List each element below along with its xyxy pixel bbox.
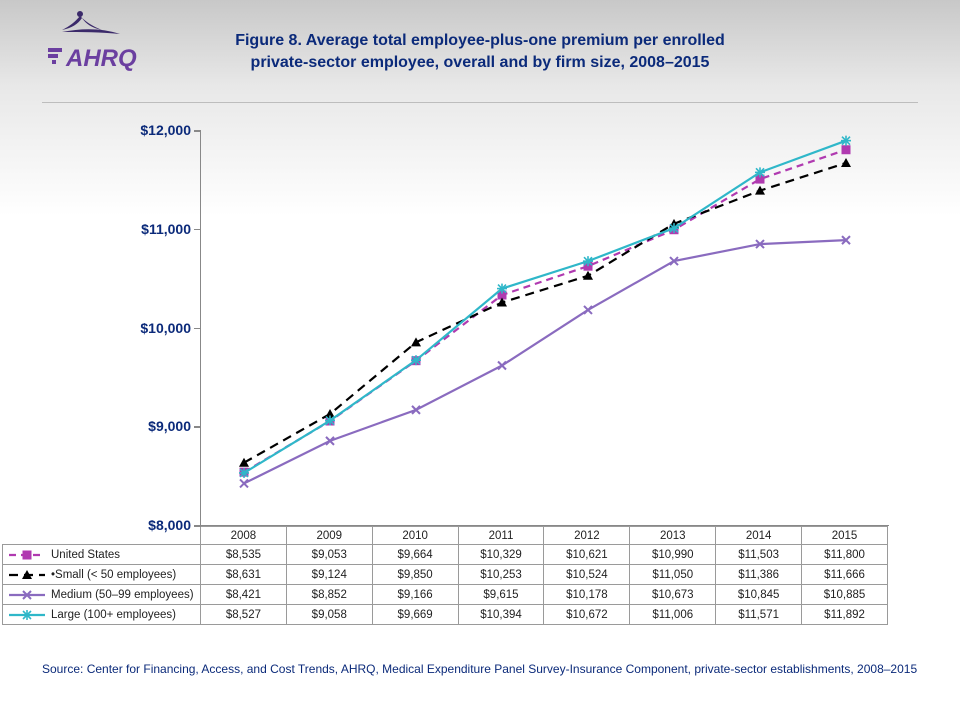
title-line-2: private-sector employee, overall and by … [251, 54, 710, 71]
table-cell: $10,673 [630, 585, 716, 605]
table-cell: $9,058 [286, 605, 372, 625]
series-marker [325, 416, 335, 426]
series-marker [842, 146, 850, 154]
table-cell: $10,621 [544, 545, 630, 565]
table-cell: $11,503 [716, 545, 802, 565]
table-column-header: 2015 [802, 527, 888, 545]
table-cell: $10,524 [544, 565, 630, 585]
table-cell: $8,421 [200, 585, 286, 605]
table-cell: $10,845 [716, 585, 802, 605]
table-column-header: 2008 [200, 527, 286, 545]
table-cell: $8,631 [200, 565, 286, 585]
table-cell: $10,253 [458, 565, 544, 585]
table-row: Large (100+ employees)$8,527$9,058$9,669… [3, 605, 888, 625]
logo-text: AHRQ [65, 45, 137, 72]
table-column-header: 2013 [630, 527, 716, 545]
table-cell: $9,850 [372, 565, 458, 585]
chart-plot-area: $8,000$9,000$10,000$11,000$12,000 [200, 130, 889, 526]
table-cell: $8,535 [200, 545, 286, 565]
table-row: •Small (< 50 employees)$8,631$9,124$9,85… [3, 565, 888, 585]
table-cell: $9,615 [458, 585, 544, 605]
table-column-header: 2010 [372, 527, 458, 545]
table-cell: $11,386 [716, 565, 802, 585]
series-marker [583, 256, 593, 266]
series-label-cell: •Small (< 50 employees) [3, 565, 201, 585]
table-cell: $10,178 [544, 585, 630, 605]
table-cell: $9,664 [372, 545, 458, 565]
table-column-header: 2011 [458, 527, 544, 545]
table-column-header: 2014 [716, 527, 802, 545]
page: AHRQ Figure 8. Average total employee-pl… [0, 0, 960, 720]
table-cell: $11,006 [630, 605, 716, 625]
table-cell: $10,990 [630, 545, 716, 565]
series-label-cell: Medium (50–99 employees) [3, 585, 201, 605]
series-marker [240, 479, 248, 487]
series-marker [239, 468, 249, 478]
chart-data-table: 20082009201020112012201320142015United S… [2, 526, 888, 625]
table-cell: $11,571 [716, 605, 802, 625]
chart-container: $8,000$9,000$10,000$11,000$12,000 200820… [130, 130, 890, 625]
y-axis-tick-label: $11,000 [141, 221, 191, 237]
y-axis-tick-label: $10,000 [140, 320, 191, 336]
table-cell: $8,852 [286, 585, 372, 605]
table-cell: $10,672 [544, 605, 630, 625]
table-cell: $8,527 [200, 605, 286, 625]
series-marker [411, 355, 421, 365]
series-marker [669, 223, 679, 233]
table-column-header: 2012 [544, 527, 630, 545]
series-marker [239, 458, 249, 467]
table-cell: $9,166 [372, 585, 458, 605]
table-cell: $10,885 [802, 585, 888, 605]
table-cell: $11,050 [630, 565, 716, 585]
series-line [244, 240, 846, 483]
table-cell: $9,053 [286, 545, 372, 565]
table-cell: $9,124 [286, 565, 372, 585]
y-axis-tick-label: $8,000 [148, 517, 191, 533]
chart-lines-svg [201, 130, 889, 525]
y-axis-tick-label: $12,000 [140, 122, 191, 138]
series-marker [498, 362, 506, 370]
series-label-cell: Large (100+ employees) [3, 605, 201, 625]
table-cell: $11,892 [802, 605, 888, 625]
ahrq-logo: AHRQ [42, 8, 162, 83]
series-marker [584, 306, 592, 314]
table-cell: $10,329 [458, 545, 544, 565]
y-axis-tick-label: $9,000 [148, 418, 191, 434]
series-marker [841, 158, 851, 167]
title-line-1: Figure 8. Average total employee-plus-on… [235, 32, 725, 49]
figure-title: Figure 8. Average total employee-plus-on… [200, 30, 760, 73]
table-row: United States$8,535$9,053$9,664$10,329$1… [3, 545, 888, 565]
header-divider [42, 102, 918, 103]
table-cell: $11,666 [802, 565, 888, 585]
table-column-header: 2009 [286, 527, 372, 545]
table-cell: $10,394 [458, 605, 544, 625]
series-marker [497, 284, 507, 294]
series-marker [841, 136, 851, 146]
table-cell: $11,800 [802, 545, 888, 565]
series-marker [755, 167, 765, 177]
table-header-row: 20082009201020112012201320142015 [3, 527, 888, 545]
series-marker [583, 271, 593, 280]
series-label-cell: United States [3, 545, 201, 565]
source-note: Source: Center for Financing, Access, an… [42, 662, 918, 678]
table-row: Medium (50–99 employees)$8,421$8,852$9,1… [3, 585, 888, 605]
table-cell: $9,669 [372, 605, 458, 625]
